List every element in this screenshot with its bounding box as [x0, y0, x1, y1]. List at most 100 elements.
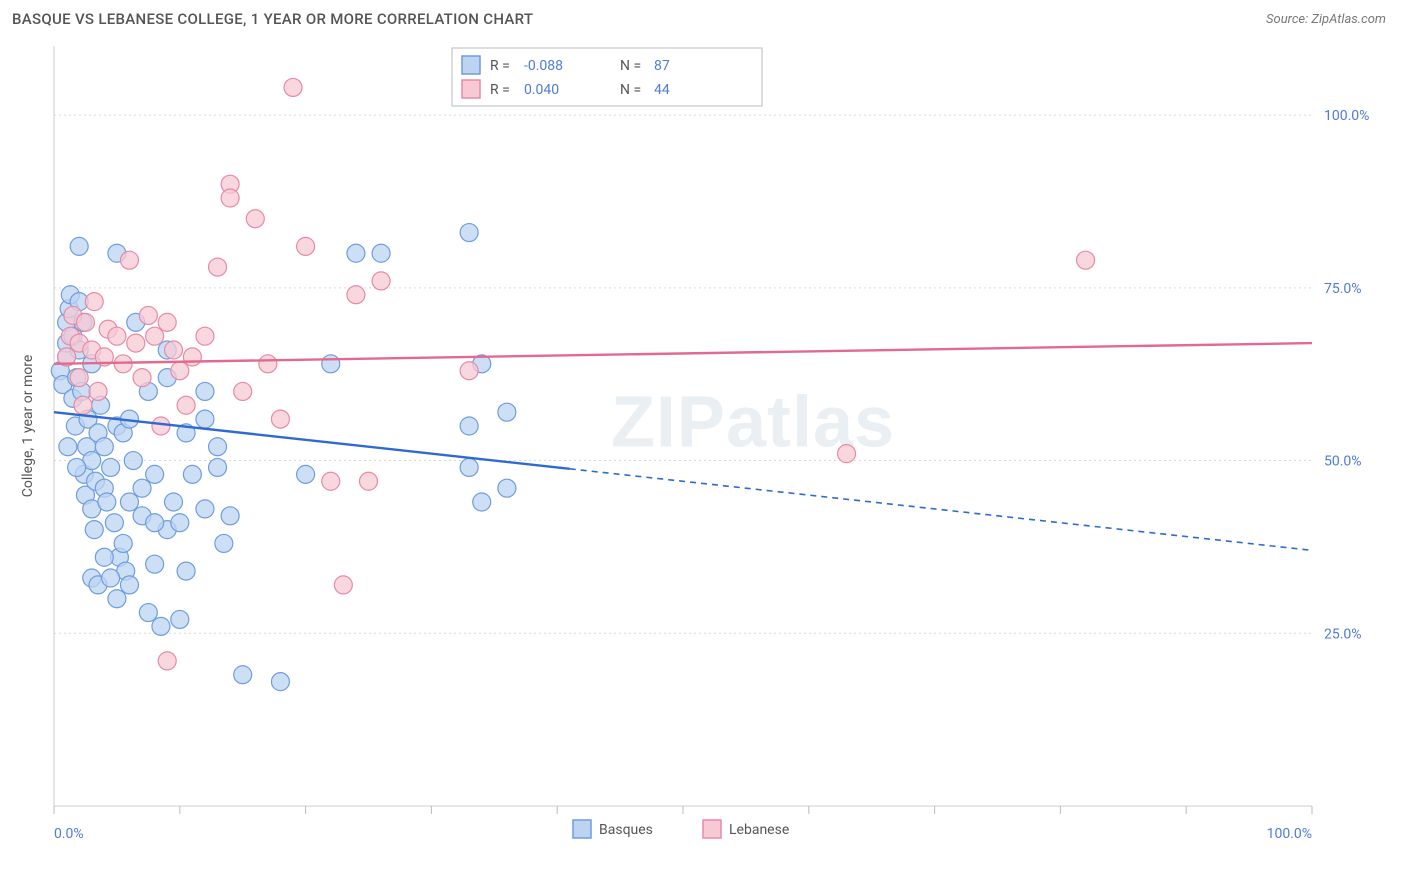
scatter-point — [89, 382, 107, 400]
legend-n-value: 87 — [654, 58, 670, 74]
x-tick-label: 100.0% — [1267, 826, 1312, 842]
scatter-point — [133, 479, 151, 497]
trend-line-extrapolated — [570, 469, 1312, 551]
correlation-chart: 25.0%50.0%75.0%100.0%ZIPatlas0.0%100.0%C… — [12, 34, 1392, 864]
y-tick-label: 75.0% — [1324, 281, 1362, 297]
scatter-point — [347, 286, 365, 304]
scatter-point — [196, 410, 214, 428]
scatter-point — [95, 548, 113, 566]
scatter-point — [85, 521, 103, 539]
legend-n-label: N = — [620, 58, 641, 74]
scatter-point — [124, 452, 142, 470]
scatter-point — [498, 479, 516, 497]
scatter-point — [70, 369, 88, 387]
scatter-point — [498, 403, 516, 421]
bottom-legend-swatch — [703, 820, 721, 838]
legend-swatch — [462, 80, 480, 98]
scatter-point — [322, 355, 340, 373]
y-tick-label: 50.0% — [1324, 454, 1362, 470]
scatter-point — [95, 438, 113, 456]
legend-n-value: 44 — [654, 82, 670, 98]
scatter-point — [221, 507, 239, 525]
header: BASQUE VS LEBANESE COLLEGE, 1 YEAR OR MO… — [0, 0, 1406, 34]
legend-n-label: N = — [620, 82, 641, 98]
scatter-point — [177, 562, 195, 580]
bottom-legend-label: Lebanese — [729, 822, 789, 838]
scatter-point — [70, 237, 88, 255]
scatter-point — [234, 382, 252, 400]
scatter-point — [146, 514, 164, 532]
scatter-point — [271, 673, 289, 691]
bottom-legend-swatch — [573, 820, 591, 838]
scatter-point — [372, 244, 390, 262]
scatter-point — [271, 410, 289, 428]
scatter-point — [246, 210, 264, 228]
scatter-point — [139, 306, 157, 324]
scatter-point — [146, 327, 164, 345]
scatter-point — [297, 465, 315, 483]
scatter-point — [209, 438, 227, 456]
scatter-point — [209, 258, 227, 276]
scatter-point — [146, 465, 164, 483]
scatter-point — [74, 396, 92, 414]
scatter-point — [127, 334, 145, 352]
scatter-point — [165, 493, 183, 511]
legend-r-value: 0.040 — [524, 82, 559, 98]
scatter-point — [372, 272, 390, 290]
scatter-point — [146, 555, 164, 573]
scatter-point — [460, 362, 478, 380]
trend-line — [54, 343, 1312, 364]
scatter-point — [171, 514, 189, 532]
scatter-point — [334, 576, 352, 594]
scatter-point — [165, 341, 183, 359]
scatter-point — [347, 244, 365, 262]
legend-swatch — [462, 56, 480, 74]
scatter-point — [360, 472, 378, 490]
scatter-point — [102, 458, 120, 476]
y-tick-label: 25.0% — [1324, 626, 1362, 642]
scatter-point — [460, 224, 478, 242]
scatter-point — [152, 617, 170, 635]
scatter-point — [209, 458, 227, 476]
scatter-point — [171, 362, 189, 380]
scatter-point — [120, 251, 138, 269]
chart-svg: 25.0%50.0%75.0%100.0%ZIPatlas0.0%100.0%C… — [12, 34, 1392, 864]
scatter-point — [98, 493, 116, 511]
scatter-point — [85, 293, 103, 311]
scatter-point — [196, 500, 214, 518]
legend-r-value: -0.088 — [524, 58, 563, 74]
scatter-point — [114, 534, 132, 552]
scatter-point — [234, 666, 252, 684]
scatter-point — [297, 237, 315, 255]
scatter-point — [196, 327, 214, 345]
scatter-point — [133, 369, 151, 387]
scatter-point — [473, 493, 491, 511]
x-tick-label: 0.0% — [54, 826, 84, 842]
scatter-point — [120, 576, 138, 594]
scatter-point — [105, 514, 123, 532]
scatter-point — [108, 327, 126, 345]
scatter-point — [215, 534, 233, 552]
scatter-point — [221, 189, 239, 207]
scatter-point — [183, 465, 201, 483]
scatter-point — [177, 396, 195, 414]
source-label: Source: ZipAtlas.com — [1266, 12, 1386, 27]
scatter-point — [59, 438, 77, 456]
scatter-point — [1077, 251, 1095, 269]
legend-r-label: R = — [490, 58, 510, 74]
scatter-point — [838, 445, 856, 463]
y-tick-label: 100.0% — [1324, 108, 1369, 124]
scatter-point — [183, 348, 201, 366]
bottom-legend-label: Basques — [599, 822, 653, 838]
scatter-point — [284, 78, 302, 96]
scatter-point — [108, 590, 126, 608]
scatter-point — [259, 355, 277, 373]
scatter-point — [158, 652, 176, 670]
scatter-point — [171, 610, 189, 628]
scatter-point — [158, 313, 176, 331]
scatter-point — [102, 569, 120, 587]
y-axis-title: College, 1 year or more — [20, 355, 36, 497]
scatter-point — [152, 417, 170, 435]
scatter-point — [139, 604, 157, 622]
scatter-point — [76, 313, 94, 331]
